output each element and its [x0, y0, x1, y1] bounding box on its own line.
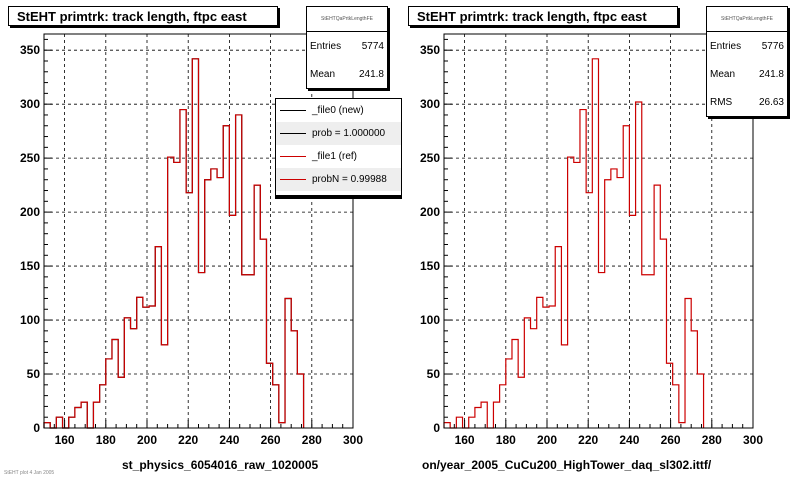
right-y-tick-label-3: 150 [420, 259, 440, 273]
right-x-tick-label-7: 300 [743, 433, 763, 447]
legend-label-probn: probN = 0.99988 [312, 174, 387, 185]
right-x-tick-label-6: 280 [702, 433, 722, 447]
right-stats-entries-label: Entries [710, 40, 742, 52]
right-y-tick-label-7: 350 [420, 43, 440, 57]
legend-label-file0: _file0 (new) [312, 105, 364, 116]
left-stats-entries-row: Entries 5774 [307, 32, 387, 60]
left-stats-box: StEHTQaPrtkLengthFE Entries 5774 Mean 24… [306, 6, 388, 89]
right-series-0 [443, 58, 705, 429]
legend-label-file1: _file1 (ref) [312, 151, 358, 162]
left-stats-name: StEHTQaPrtkLengthFE [307, 7, 387, 32]
right-y-tick-label-2: 100 [420, 313, 440, 327]
left-stats-mean-row: Mean 241.8 [307, 60, 387, 88]
left-y-tick-label-1: 50 [27, 367, 41, 381]
legend-label-prob: prob = 1.000000 [312, 128, 386, 139]
left-x-tick-label-6: 280 [302, 433, 322, 447]
left-frame [43, 33, 354, 429]
right-stats-mean-value: 241.8 [758, 68, 784, 80]
legend-line-prob [280, 133, 306, 134]
right-stats-rms-row: RMS 26.63 [707, 88, 787, 116]
legend-line-probn [280, 179, 306, 180]
left-x-tick-label-5: 260 [261, 433, 281, 447]
left-x-tick-label-7: 300 [343, 433, 363, 447]
left-y-tick-label-4: 200 [20, 205, 40, 219]
left-x-axis-label: st_physics_6054016_raw_1020005 [122, 458, 319, 472]
right-stats-rms-value: 26.63 [758, 96, 784, 108]
right-plot-title: StEHT primtrk: track length, ftpc east [408, 6, 678, 26]
left-y-tick-label-7: 350 [20, 43, 40, 57]
right-frame [443, 33, 754, 429]
left-y-tick-label-0: 0 [33, 421, 40, 435]
right-x-tick-label-4: 240 [619, 433, 639, 447]
right-y-tick-label-0: 0 [433, 421, 440, 435]
left-stats-entries-label: Entries [310, 40, 342, 52]
right-x-tick-label-0: 160 [455, 433, 475, 447]
right-stats-entries-row: Entries 5776 [707, 32, 787, 60]
right-x-axis-label: on/year_2005_CuCu200_HighTower_daq_sl302… [422, 458, 712, 472]
right-stats-mean-label: Mean [710, 68, 736, 80]
legend-entry-file1: _file1 (ref) [276, 145, 401, 168]
left-x-tick-label-1: 180 [96, 433, 116, 447]
right-stats-name: StEHTQaPrtkLengthFE [707, 7, 787, 32]
right-histogram: 160 180 200 220 240 260 280 300 0 50 100 150 200 250 3… [420, 33, 763, 447]
right-stats-box: StEHTQaPrtkLengthFE Entries 5776 Mean 24… [706, 6, 788, 117]
right-stats-mean-row: Mean 241.8 [707, 60, 787, 88]
legend-line-file1 [280, 156, 306, 157]
legend-entry-probn: probN = 0.99988 [276, 168, 401, 191]
legend-entry-file0: _file0 (new) [276, 99, 401, 122]
right-x-tick-label-1: 180 [496, 433, 516, 447]
left-x-tick-label-3: 220 [178, 433, 198, 447]
left-legend: _file0 (new) prob = 1.000000 _file1 (ref… [275, 98, 402, 196]
left-plot-title: StEHT primtrk: track length, ftpc east [8, 6, 278, 26]
right-y-tick-label-4: 200 [420, 205, 440, 219]
left-y-tick-label-5: 250 [20, 151, 40, 165]
right-stats-rms-label: RMS [710, 96, 733, 108]
left-stats-mean-label: Mean [310, 68, 336, 80]
right-y-tick-label-6: 300 [420, 97, 440, 111]
right-y-tick-label-5: 250 [420, 151, 440, 165]
legend-line-file0 [280, 110, 306, 111]
right-x-tick-label-5: 260 [661, 433, 681, 447]
right-x-tick-label-2: 200 [537, 433, 557, 447]
left-y-tick-label-6: 300 [20, 97, 40, 111]
right-y-tick-label-1: 50 [427, 367, 441, 381]
right-x-tick-label-3: 220 [578, 433, 598, 447]
left-x-tick-label-2: 200 [137, 433, 157, 447]
left-stats-mean-value: 241.8 [358, 68, 384, 80]
left-y-tick-label-3: 150 [20, 259, 40, 273]
left-y-tick-label-2: 100 [20, 313, 40, 327]
left-x-tick-label-4: 240 [219, 433, 239, 447]
left-series-1 [43, 58, 305, 429]
left-x-tick-label-0: 160 [55, 433, 75, 447]
footer-text: StEHT plot 4 Jan 2005 [4, 470, 55, 476]
legend-entry-prob: prob = 1.000000 [276, 122, 401, 145]
right-plot-pad: 160 180 200 220 240 260 280 300 0 50 100 150 200 250 3… [400, 0, 800, 480]
right-stats-entries-value: 5776 [761, 40, 784, 52]
left-plot-pad: 160 180 200 220 240 260 280 300 0 50 100 150 200 250 3… [8, 6, 402, 472]
left-stats-entries-value: 5774 [361, 40, 384, 52]
